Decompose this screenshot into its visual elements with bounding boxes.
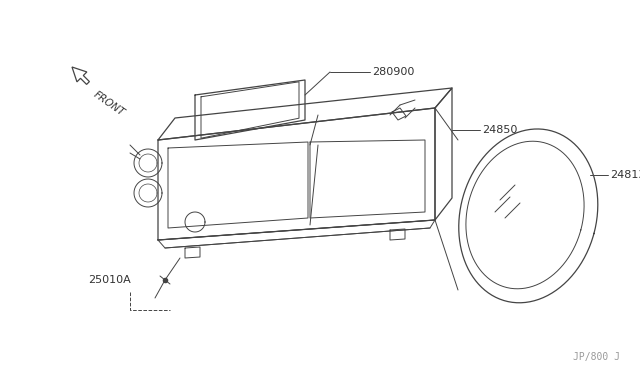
- Text: 280900: 280900: [372, 67, 414, 77]
- Text: 24813: 24813: [610, 170, 640, 180]
- Text: 24850: 24850: [482, 125, 517, 135]
- Text: FRONT: FRONT: [92, 89, 127, 118]
- Text: 25010A: 25010A: [88, 275, 131, 285]
- FancyArrow shape: [72, 67, 90, 84]
- Text: JP/800 J: JP/800 J: [573, 352, 620, 362]
